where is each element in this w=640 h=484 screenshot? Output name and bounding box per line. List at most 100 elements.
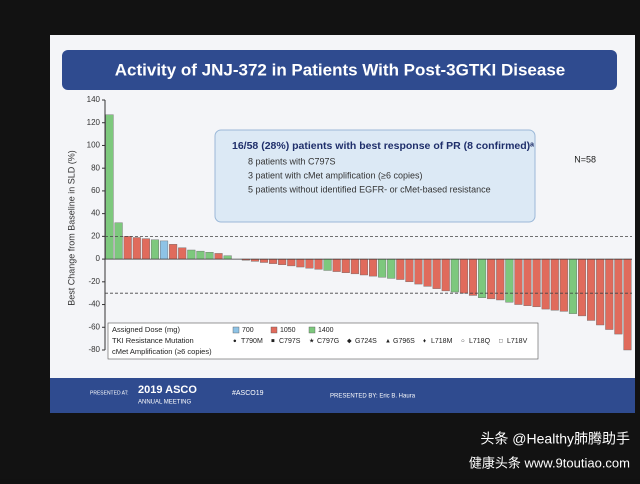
bar (378, 258, 387, 278)
bar (405, 258, 414, 283)
bar (314, 258, 323, 270)
bar (123, 236, 132, 260)
bar (578, 258, 587, 317)
bar (496, 258, 505, 301)
y-tick-label: -80 (88, 345, 100, 354)
bar (223, 255, 232, 260)
legend-symbol: □ (499, 339, 503, 345)
bar (514, 258, 523, 305)
bar (423, 258, 432, 287)
callout-item: 3 patient with cMet amplification (≥6 co… (248, 170, 423, 180)
bar (296, 258, 305, 268)
bar (350, 258, 359, 275)
bar (214, 253, 223, 260)
legend-symbol: ★ (309, 338, 314, 345)
bar (523, 258, 532, 306)
y-tick-label: 80 (91, 163, 100, 172)
legend-label: C797G (317, 338, 339, 345)
callout-item: 8 patients with C797S (248, 156, 336, 166)
bar (160, 240, 169, 260)
bar (478, 258, 487, 298)
bar (269, 258, 278, 264)
bar (532, 258, 541, 308)
legend-label: L718Q (469, 338, 491, 345)
legend-label: G724S (355, 338, 377, 345)
legend-label: C797S (279, 338, 301, 345)
bar (287, 258, 296, 267)
legend-title: Assigned Dose (mg) (112, 325, 180, 334)
bar (541, 258, 550, 310)
legend-symbol: ● (233, 339, 237, 345)
footer-presented-at: PRESENTED AT: (90, 390, 129, 396)
bar (359, 258, 368, 276)
bar (387, 258, 396, 279)
bar (205, 252, 214, 260)
legend-symbol: ○ (461, 339, 465, 345)
footer-meeting-sub: ANNUAL MEETING (138, 400, 191, 406)
footer-hashtag: #ASCO19 (232, 390, 264, 397)
y-tick-label: 60 (91, 186, 100, 195)
legend-swatch (270, 326, 278, 334)
bar (259, 258, 269, 263)
y-tick-label: 100 (87, 141, 101, 150)
y-tick-label: 120 (87, 118, 101, 127)
bar (568, 258, 577, 314)
bar (178, 247, 187, 260)
bar (432, 258, 441, 289)
bar (132, 237, 141, 260)
bar (596, 258, 605, 326)
legend-label: T790M (241, 338, 263, 345)
callout-box (214, 129, 536, 223)
y-tick-label: 40 (91, 209, 100, 218)
y-tick-label: 20 (91, 231, 100, 240)
callout-item: 5 patients without identified EGFR- or c… (248, 184, 491, 194)
footer-meeting: 2019 ASCO (138, 384, 197, 396)
bar (587, 258, 596, 321)
footer-bar (50, 378, 635, 413)
bar (369, 258, 378, 277)
legend-label: G796S (393, 338, 415, 345)
callout-headline: 16/58 (28%) patients with best response … (232, 140, 534, 152)
y-tick-label: -20 (88, 277, 100, 286)
bar (396, 258, 405, 280)
legend-title: cMet Amplification (≥6 copies) (112, 347, 212, 356)
bar (114, 222, 123, 260)
y-tick-label: -40 (88, 300, 100, 309)
bar (150, 239, 159, 260)
bar (187, 249, 196, 260)
bar (468, 258, 478, 296)
bar (505, 258, 514, 303)
legend-symbol: ♦ (423, 339, 426, 345)
bar (169, 244, 178, 260)
legend-label: L718M (431, 338, 453, 345)
legend-symbol: ▲ (385, 339, 391, 345)
legend-label: 1050 (280, 327, 296, 334)
watermark: 健康头条 www.9toutiao.com (469, 455, 630, 470)
y-tick-label: 0 (96, 254, 101, 263)
title-bar (62, 50, 617, 90)
bar (341, 258, 350, 273)
y-tick-label: -60 (88, 322, 100, 331)
bar (323, 258, 332, 271)
bar (332, 258, 341, 272)
watermark: 头条 @Healthy肺腾助手 (480, 431, 630, 447)
bar (459, 258, 468, 294)
bar (414, 258, 423, 285)
legend-label: L718V (507, 338, 528, 345)
bar (141, 238, 150, 260)
bar (305, 258, 314, 269)
legend-symbol: ◆ (347, 339, 352, 345)
legend-label: 1400 (318, 327, 334, 334)
bar (559, 258, 568, 312)
legend-box (107, 322, 539, 360)
legend-swatch (232, 326, 240, 334)
legend-swatch (308, 326, 316, 334)
y-axis-label: Best Change from Baseline in SLD (%) (66, 150, 76, 306)
bar (278, 258, 287, 265)
n-label: N=58 (574, 154, 596, 164)
bar (550, 258, 559, 311)
legend-title: TKI Resistance Mutation (112, 336, 194, 345)
footer-presenter: PRESENTED BY: Eric B. Haura (330, 394, 416, 400)
bar (605, 258, 614, 330)
